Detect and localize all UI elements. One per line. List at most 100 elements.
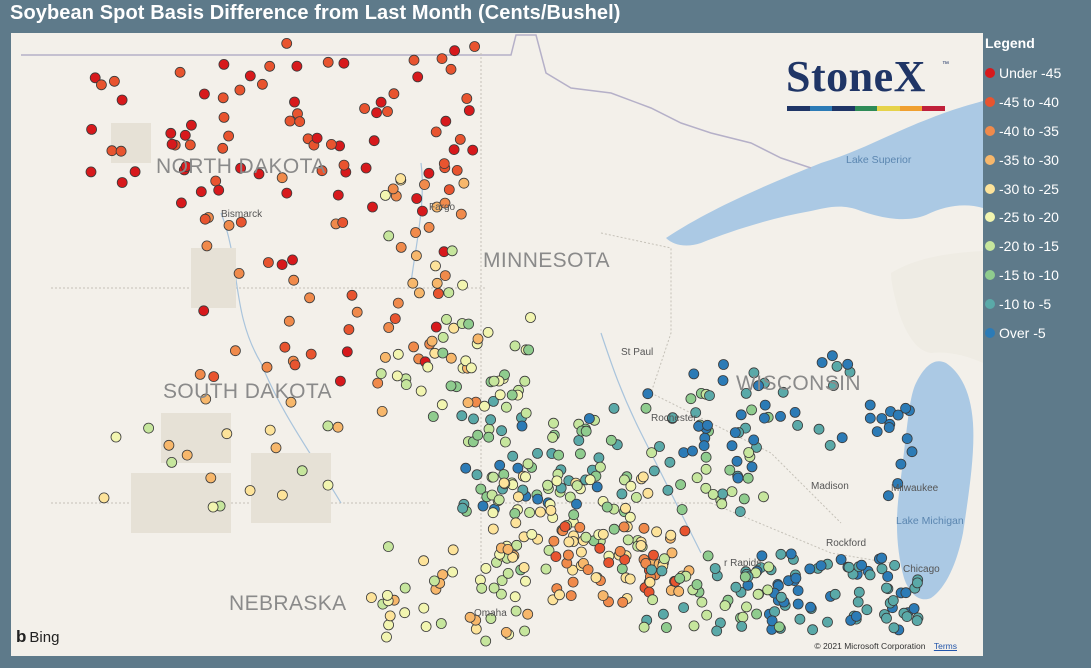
basis-point[interactable] [785,548,797,560]
basis-point[interactable] [661,622,672,633]
basis-point[interactable] [895,458,907,470]
basis-point[interactable] [864,412,876,424]
basis-point[interactable] [431,277,443,289]
basis-point[interactable] [824,439,836,451]
basis-point[interactable] [638,522,650,534]
basis-point[interactable] [499,436,511,448]
basis-point[interactable] [597,590,609,601]
basis-point[interactable] [576,546,587,558]
basis-point[interactable] [451,164,463,176]
basis-point[interactable] [218,58,230,70]
basis-point[interactable] [726,486,738,498]
basis-point[interactable] [540,563,552,575]
basis-point[interactable] [283,315,295,327]
basis-point[interactable] [887,595,899,606]
basis-point[interactable] [724,464,736,476]
basis-point[interactable] [184,139,196,151]
basis-point[interactable] [535,506,546,518]
basis-point[interactable] [511,539,523,551]
basis-point[interactable] [465,362,477,374]
basis-point[interactable] [773,621,785,633]
basis-point[interactable] [654,441,665,452]
basis-point[interactable] [664,456,676,468]
basis-point[interactable] [289,359,301,371]
basis-point[interactable] [792,419,803,431]
basis-point[interactable] [371,107,383,119]
basis-point[interactable] [338,159,350,171]
basis-point[interactable] [876,563,888,575]
basis-point[interactable] [740,387,752,399]
basis-point[interactable] [441,313,452,325]
basis-point[interactable] [702,550,714,562]
basis-point[interactable] [436,53,448,65]
basis-point[interactable] [351,306,363,318]
basis-point[interactable] [571,498,582,510]
basis-point[interactable] [500,401,512,413]
basis-point[interactable] [276,172,288,184]
basis-point[interactable] [729,427,741,439]
basis-point[interactable] [648,465,660,477]
basis-point[interactable] [853,586,865,598]
basis-point[interactable] [742,472,754,484]
basis-point[interactable] [262,257,274,268]
basis-point[interactable] [400,379,412,391]
basis-point[interactable] [736,621,748,632]
basis-point[interactable] [743,447,755,458]
basis-point[interactable] [756,550,768,562]
basis-point[interactable] [223,219,235,231]
basis-point[interactable] [580,531,592,543]
basis-point[interactable] [775,410,786,422]
basis-point[interactable] [717,488,728,500]
basis-point[interactable] [735,409,747,421]
basis-point[interactable] [388,88,400,100]
basis-point[interactable] [346,289,358,301]
basis-point[interactable] [584,413,595,424]
basis-point[interactable] [487,523,499,535]
basis-point[interactable] [410,250,422,262]
basis-point[interactable] [264,60,276,72]
basis-point[interactable] [861,604,873,616]
basis-point[interactable] [447,544,459,556]
basis-point[interactable] [617,596,629,608]
basis-point[interactable] [337,217,349,228]
basis-point[interactable] [620,502,631,514]
basis-point[interactable] [792,598,804,610]
basis-point[interactable] [469,41,481,52]
basis-point[interactable] [163,439,175,451]
basis-point[interactable] [428,575,440,587]
basis-point[interactable] [463,105,475,116]
basis-point[interactable] [426,335,438,347]
basis-point[interactable] [502,544,514,555]
basis-point[interactable] [559,521,571,533]
basis-point[interactable] [526,528,538,540]
basis-point[interactable] [343,324,355,335]
basis-point[interactable] [472,429,484,441]
basis-point[interactable] [741,601,752,613]
basis-point[interactable] [519,625,530,637]
basis-point[interactable] [325,139,337,150]
basis-point[interactable] [732,472,744,484]
basis-point[interactable] [372,377,384,389]
basis-point[interactable] [731,455,743,467]
basis-point[interactable] [488,375,500,387]
basis-point[interactable] [322,420,334,432]
basis-point[interactable] [876,413,888,424]
basis-point[interactable] [261,361,273,373]
basis-point[interactable] [213,184,225,196]
basis-point[interactable] [822,616,833,628]
basis-point[interactable] [651,526,662,538]
basis-point[interactable] [545,504,557,516]
basis-point[interactable] [365,592,377,603]
basis-point[interactable] [584,474,596,486]
basis-point[interactable] [507,551,519,563]
basis-point[interactable] [494,389,506,401]
basis-point[interactable] [449,45,461,57]
basis-point[interactable] [415,385,427,397]
basis-point[interactable] [631,491,642,503]
basis-point[interactable] [908,603,920,614]
basis-point[interactable] [475,483,487,495]
basis-point[interactable] [223,130,235,142]
basis-point[interactable] [734,506,746,518]
basis-point[interactable] [522,458,534,470]
basis-point[interactable] [603,557,615,568]
